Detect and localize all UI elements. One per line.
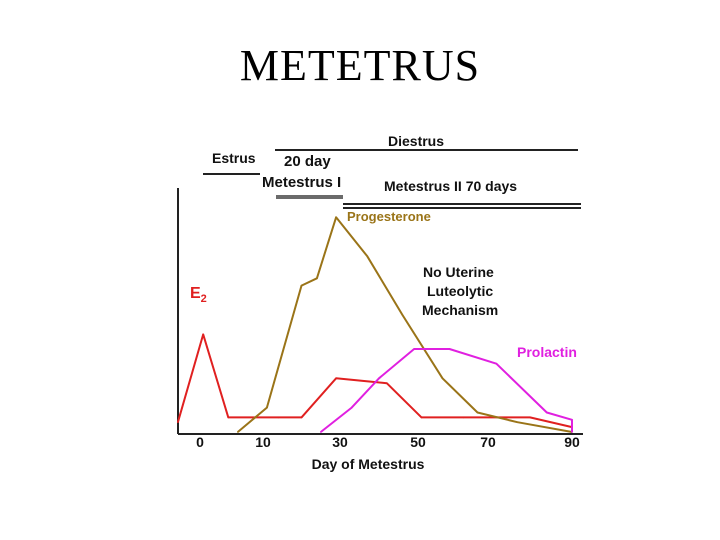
data-point-e2-4: [300, 416, 303, 419]
data-point-progesterone-9: [516, 421, 519, 424]
x-tick-90: 90: [564, 434, 580, 450]
e2-label: E2: [190, 285, 207, 305]
data-point-e2-7: [420, 416, 423, 419]
data-point-prolactin-6: [546, 411, 548, 414]
data-point-progesterone-6: [401, 314, 404, 316]
data-point-prolactin-2: [378, 377, 380, 380]
data-point-e2-5: [335, 377, 337, 380]
metestrus-one-label: Metestrus I: [262, 174, 341, 191]
x-tick-0: 0: [196, 434, 204, 450]
series-line-prolactin: [320, 348, 573, 433]
data-point-progesterone-8: [476, 411, 479, 414]
x-tick-50: 50: [410, 434, 426, 450]
e2-label-main: E: [190, 285, 201, 302]
x-axis-label: Day of Metestrus: [312, 456, 425, 472]
prolactin-label: Prolactin: [517, 344, 577, 360]
data-point-prolactin-7: [571, 419, 573, 421]
diestrus-label: Diestrus: [388, 133, 444, 149]
x-tick-30: 30: [332, 434, 348, 450]
data-point-e2-0: [177, 421, 179, 424]
data-point-prolactin-4: [448, 348, 451, 350]
x-tick-labels: 0 10 30 50 70 90: [196, 434, 580, 450]
data-point-e2-1: [202, 333, 204, 336]
data-point-e2-6: [386, 382, 388, 385]
data-point-progesterone-2: [300, 284, 303, 287]
x-tick-10: 10: [255, 434, 271, 450]
annotation-line-2: Luteolytic: [427, 283, 493, 299]
data-point-progesterone-4: [335, 216, 337, 219]
slide-title: METETRUS: [239, 41, 481, 90]
progesterone-label: Progesterone: [347, 209, 431, 224]
metestrus-one-day-label: 20 day: [284, 153, 331, 170]
x-tick-70: 70: [480, 434, 496, 450]
data-point-e2-8: [462, 416, 465, 419]
data-point-prolactin-8: [571, 431, 573, 433]
e2-label-sub: 2: [201, 293, 207, 305]
data-point-prolactin-0: [320, 431, 322, 433]
annotation-line-3: Mechanism: [422, 302, 498, 318]
metestrus-two-label: Metestrus II 70 days: [384, 178, 517, 194]
data-point-e2-2: [227, 416, 230, 419]
data-point-progesterone-0: [237, 431, 239, 433]
data-point-e2-3: [277, 416, 280, 419]
data-point-progesterone-5: [366, 255, 369, 258]
annotation-line-1: No Uterine: [423, 264, 494, 280]
data-point-prolactin-1: [350, 406, 353, 409]
series-layer: [176, 216, 573, 433]
data-point-prolactin-5: [495, 362, 498, 365]
estrus-label: Estrus: [212, 150, 256, 166]
data-point-progesterone-7: [441, 377, 444, 380]
data-point-prolactin-3: [413, 348, 415, 350]
data-point-e2-9: [529, 416, 531, 419]
data-point-progesterone-3: [316, 277, 318, 280]
data-point-progesterone-1: [266, 406, 268, 409]
